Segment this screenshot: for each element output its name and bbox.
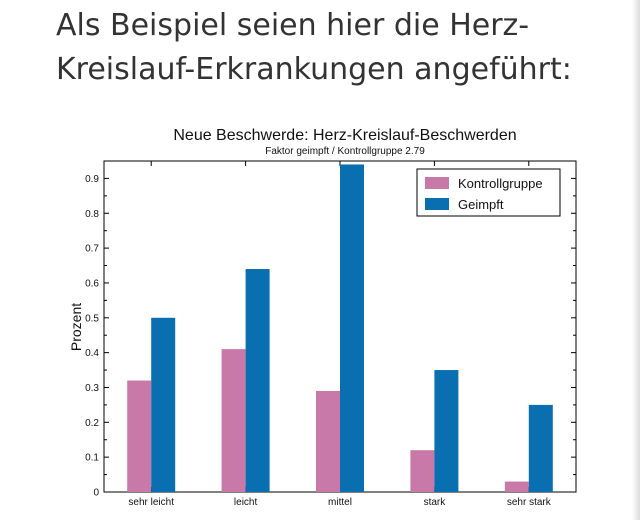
bar-geimpft — [528, 404, 553, 492]
y-tick-label: 0 — [93, 488, 99, 499]
chart-title: Neue Beschwerde: Herz-Kreislauf-Beschwer… — [173, 127, 516, 144]
bar-kontrollgruppe — [504, 481, 529, 492]
legend: Kontrollgruppe Geimpft — [416, 168, 561, 217]
legend-swatch — [425, 198, 449, 210]
bar-kontrollgruppe — [221, 349, 246, 492]
bar-geimpft — [245, 269, 270, 492]
legend-box — [416, 168, 561, 217]
bar-geimpft — [434, 370, 459, 492]
bar-geimpft — [151, 317, 176, 492]
x-tick-label: stark — [424, 497, 447, 508]
y-tick-label: 0.5 — [85, 313, 99, 324]
y-tick-label: 0.4 — [85, 348, 99, 359]
chart-subtitle: Faktor geimpft / Kontrollgruppe 2.79 — [265, 146, 425, 157]
axis-ticks: 0 0.1 0.2 0.3 0.4 0.5 0.6 0.7 0.8 0.9 sehr leicht l… — [85, 161, 576, 508]
y-tick-label: 0.3 — [85, 383, 99, 394]
y-tick-label: 0.6 — [85, 278, 99, 289]
bars — [127, 164, 553, 493]
y-tick-label: 0.2 — [85, 418, 99, 429]
x-tick-label: sehr leicht — [128, 497, 174, 508]
y-tick-label: 0.1 — [85, 453, 99, 464]
y-axis-label: Prozent — [68, 303, 84, 351]
y-tick-label: 0.8 — [85, 209, 99, 220]
scrollbar-edge — [632, 0, 640, 520]
x-tick-label: sehr stark — [507, 497, 552, 508]
bar-kontrollgruppe — [316, 390, 340, 492]
legend-swatch — [425, 177, 449, 189]
bar-geimpft — [340, 164, 364, 493]
bar-kontrollgruppe — [410, 450, 435, 492]
bar-kontrollgruppe — [127, 380, 152, 492]
x-tick-label: mittel — [328, 497, 352, 508]
legend-label: Geimpft — [458, 197, 504, 212]
x-tick-label: leicht — [234, 497, 258, 508]
y-tick-label: 0.9 — [85, 174, 99, 185]
page-heading: Als Beispiel seien hier die Herz-Kreisla… — [56, 8, 572, 87]
legend-label: Kontrollgruppe — [458, 176, 543, 191]
y-tick-label: 0.7 — [85, 244, 99, 255]
